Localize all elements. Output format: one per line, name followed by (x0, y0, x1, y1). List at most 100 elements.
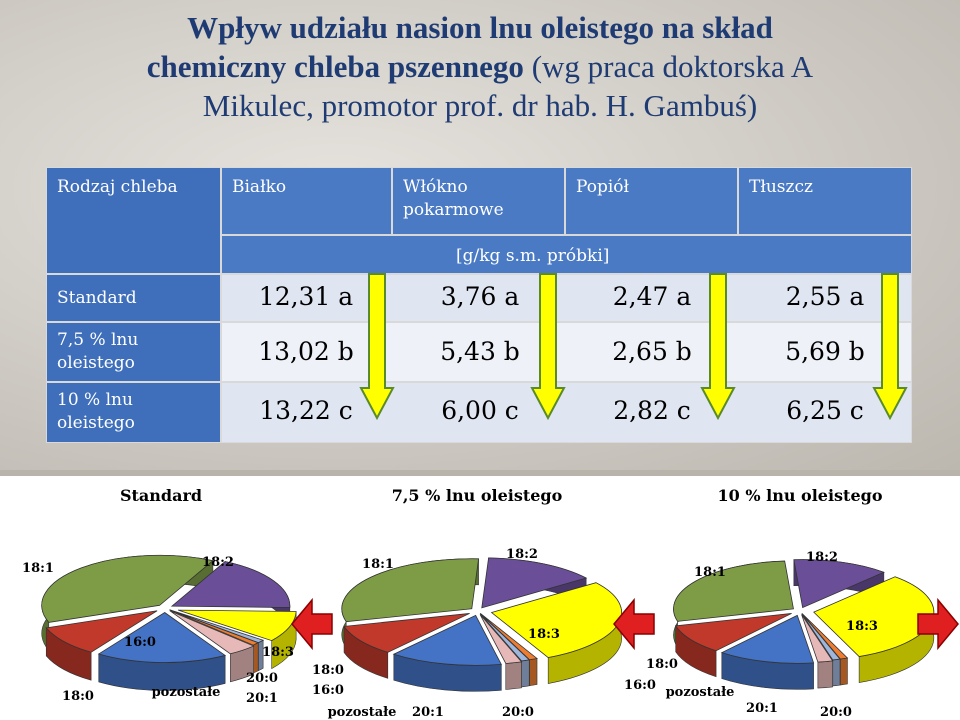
pie-slice-label: 18:0 (646, 657, 678, 672)
pie-slice (479, 613, 531, 662)
row-label-7-5: 7,5 % lnu oleistego (46, 322, 221, 382)
red-arrow-icon (917, 597, 959, 651)
col-header-tluszcz: Tłuszcz (738, 167, 912, 235)
pie-title-10: 10 % lnu oleistego (718, 486, 883, 505)
pie-slice (169, 609, 260, 646)
pie-slice-side (505, 661, 522, 690)
col-header-label: Włókno pokarmowe (403, 177, 504, 220)
table-value: 6,00 c (441, 396, 519, 425)
fatty-acid-pie-charts: Standard 7,5 % lnu oleistego 10 % lnu ol… (0, 476, 960, 720)
pie-slice (675, 613, 792, 652)
corner-cell: Rodzaj chleba (46, 167, 221, 274)
pie-slice-side (521, 659, 530, 688)
pie-chart-standard: 18:1 18:2 18:3 20:1 20:0 pozostałe 16:0 18:0 (22, 554, 297, 706)
increase-arrow-icon (700, 273, 736, 420)
pie-slice-label: pozostałe (328, 705, 397, 720)
pie-slice-label: 16:0 (124, 635, 156, 650)
corner-label: Rodzaj chleba (57, 177, 178, 197)
pie-slice (479, 614, 523, 664)
pie-slice-label: 18:0 (62, 689, 94, 704)
unit-label: [g/kg s.m. próbki] (456, 246, 610, 266)
pie-slice (170, 561, 291, 608)
pie-chart-10: 18:1 18:2 18:3 20:0 20:1 pozostałe 16:0 18:0 (624, 550, 935, 720)
col-header-popiol: Popiół (565, 167, 738, 235)
table-value: 13,22 c (259, 396, 353, 425)
row-label: Standard (57, 288, 137, 308)
increase-arrow-icon (530, 273, 566, 420)
red-arrow-icon (613, 597, 655, 651)
pie-slice-label: 18:2 (202, 555, 234, 570)
pie-slice-label: pozostałe (666, 685, 735, 700)
pie-slice (801, 614, 834, 663)
col-header-label: Popiół (576, 177, 630, 197)
col-header-wlokno: Włókno pokarmowe (392, 167, 565, 235)
pie-slice (169, 610, 255, 655)
table-value: 2,47 a (612, 282, 692, 311)
slide-title: Wpływ udziału nasion lnu oleistego na sk… (40, 8, 920, 125)
table-value: 5,43 b (440, 337, 520, 366)
table-value: 2,55 a (785, 282, 865, 311)
pie-slice (481, 557, 588, 609)
pie-slice-label: 18:1 (362, 557, 394, 572)
table-value: 3,76 a (440, 282, 520, 311)
table-value: 13,02 b (258, 337, 354, 366)
pie-slice-side (840, 657, 848, 686)
pie-slice (392, 614, 502, 666)
pie-slice-label: 18:3 (528, 627, 560, 642)
pie-slice-label: 20:0 (502, 705, 534, 720)
pie-slice-side (529, 658, 538, 687)
pie-chart-7-5: 18:1 18:2 18:3 20:0 20:1 pozostałe 16:0 18:0 (312, 547, 622, 720)
row-label-10: 10 % lnu oleistego (46, 382, 221, 443)
pie-slice-label: 20:1 (746, 701, 778, 716)
pie-slice (97, 612, 227, 663)
col-header-label: Białko (232, 177, 287, 197)
table-value: 2,65 b (612, 337, 692, 366)
unit-row: [g/kg s.m. próbki] (221, 235, 912, 274)
pie-slice-label: 18:1 (694, 565, 726, 580)
title-normal-line3: Mikulec, promotor prof. dr hab. H. Gambu… (202, 88, 758, 123)
data-row-10 (221, 382, 912, 443)
pie-slice-label: 20:1 (412, 705, 444, 720)
pie-slice-label: pozostałe (152, 685, 221, 700)
pie-slice-label: 20:0 (820, 705, 852, 720)
pie-slice (41, 554, 214, 623)
pie-slice (720, 614, 815, 664)
pie-slice-side (817, 660, 833, 689)
title-normal-line2: (wg praca doktorska A (523, 49, 814, 84)
col-header-bialko: Białko (221, 167, 392, 235)
pie-slice (341, 558, 480, 623)
pie-slice-label: 18:2 (506, 547, 538, 562)
pie-slice (793, 559, 885, 609)
row-label: 7,5 % lnu oleistego (57, 330, 139, 373)
data-row-standard (221, 274, 912, 322)
table-value: 2,82 c (613, 396, 691, 425)
row-label-standard: Standard (46, 274, 221, 322)
pie-slice-side (832, 658, 841, 687)
title-bold-line2: chemiczny chleba pszennego (146, 49, 524, 84)
table-value: 12,31 a (258, 282, 354, 311)
pie-slice (801, 613, 841, 661)
pie-slice (45, 610, 158, 653)
table-value: 5,69 b (785, 337, 865, 366)
pie-slice-label: 20:1 (246, 691, 278, 706)
pie-slice-label: 16:0 (624, 678, 656, 693)
pie-title-7-5: 7,5 % lnu oleistego (392, 486, 563, 505)
col-header-label: Tłuszcz (749, 177, 813, 197)
red-arrows (291, 597, 959, 651)
composition-table: Rodzaj chleba Białko Włókno pokarmowe Po… (46, 167, 912, 443)
pie-slice-label: 18:1 (22, 561, 54, 576)
pie-slice-label: 16:0 (312, 683, 344, 698)
pie-slice-label: 20:0 (246, 671, 278, 686)
pie-slice (673, 560, 794, 622)
pie-slice (178, 609, 297, 642)
pie-slice-label: 18:0 (312, 663, 344, 678)
increase-arrow-icon (872, 273, 908, 420)
red-arrow-icon (291, 597, 333, 651)
pie-slice-label: 18:3 (846, 619, 878, 634)
table-value: 6,25 c (786, 396, 864, 425)
increase-arrow-icon (359, 273, 395, 420)
pie-slice (343, 613, 470, 653)
pie-title-standard: Standard (120, 486, 202, 505)
pie-slice-label: 18:3 (262, 645, 294, 660)
pie-slice-label: 18:2 (806, 550, 838, 565)
